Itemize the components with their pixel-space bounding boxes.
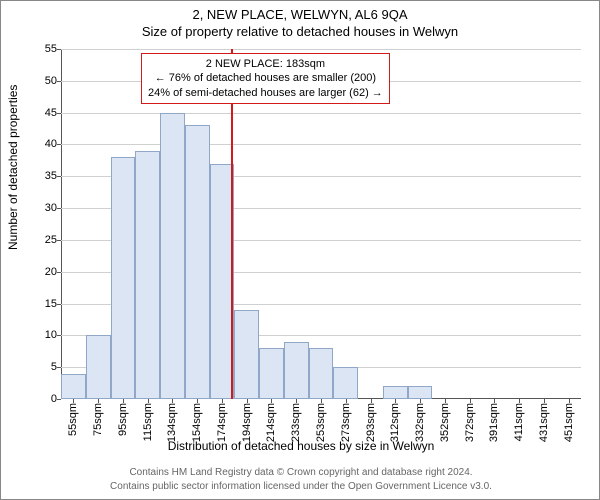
y-tick-mark [57, 208, 61, 209]
x-tick-label: 332sqm [414, 403, 426, 442]
info-line-larger: 24% of semi-detached houses are larger (… [148, 86, 383, 100]
histogram-bar [61, 374, 86, 399]
y-tick-label: 25 [29, 234, 57, 246]
x-tick-label: 115sqm [142, 403, 154, 441]
y-tick-label: 55 [29, 43, 57, 55]
histogram-bar [259, 348, 284, 399]
y-tick-label: 35 [29, 170, 57, 182]
histogram-bar [284, 342, 309, 399]
x-tick-label: 95sqm [117, 403, 129, 436]
y-tick-label: 15 [29, 298, 57, 310]
x-tick-label: 134sqm [166, 403, 178, 442]
x-tick-label: 273sqm [340, 403, 352, 442]
x-tick-label: 352sqm [439, 403, 451, 442]
histogram-bar [86, 335, 111, 399]
y-tick-mark [57, 335, 61, 336]
x-tick-label: 451sqm [563, 403, 575, 442]
x-tick-label: 55sqm [67, 403, 79, 436]
footer-attribution: Contains HM Land Registry data © Crown c… [1, 466, 600, 493]
histogram-bar [135, 151, 160, 399]
footer-line-2: Contains public sector information licen… [1, 480, 600, 494]
plot-area: 55sqm75sqm95sqm115sqm134sqm154sqm174sqm1… [61, 49, 581, 399]
x-tick-label: 194sqm [241, 403, 253, 442]
y-tick-mark [57, 113, 61, 114]
histogram-bar [111, 157, 136, 399]
chart-page: 2, NEW PLACE, WELWYN, AL6 9QA Size of pr… [0, 0, 600, 500]
y-tick-mark [57, 240, 61, 241]
x-tick-label: 411sqm [513, 403, 525, 441]
footer-line-1: Contains HM Land Registry data © Crown c… [1, 466, 600, 480]
gridline [61, 49, 581, 50]
x-tick-label: 293sqm [365, 403, 377, 442]
y-tick-mark [57, 49, 61, 50]
x-tick-label: 431sqm [538, 403, 550, 442]
y-tick-label: 0 [29, 393, 57, 405]
gridline [61, 113, 581, 114]
x-axis-title: Distribution of detached houses by size … [1, 439, 600, 453]
y-tick-label: 40 [29, 138, 57, 150]
x-tick-label: 253sqm [315, 403, 327, 442]
histogram-bar [408, 386, 433, 399]
page-title-address: 2, NEW PLACE, WELWYN, AL6 9QA [1, 7, 599, 22]
x-tick-label: 75sqm [92, 403, 104, 436]
y-tick-label: 50 [29, 75, 57, 87]
info-line-size: 2 NEW PLACE: 183sqm [148, 57, 383, 71]
gridline [61, 144, 581, 145]
x-tick-label: 391sqm [488, 403, 500, 442]
y-tick-mark [57, 176, 61, 177]
x-tick-label: 174sqm [216, 403, 228, 442]
y-tick-mark [57, 399, 61, 400]
x-tick-label: 214sqm [265, 403, 277, 442]
histogram-bar [383, 386, 408, 399]
histogram-bar [309, 348, 334, 399]
x-tick-label: 312sqm [389, 403, 401, 442]
histogram-bar [234, 310, 259, 399]
y-tick-mark [57, 272, 61, 273]
x-tick-label: 372sqm [464, 403, 476, 442]
marker-info-box: 2 NEW PLACE: 183sqm ← 76% of detached ho… [141, 53, 390, 104]
y-tick-mark [57, 367, 61, 368]
y-tick-mark [57, 81, 61, 82]
y-tick-label: 45 [29, 107, 57, 119]
histogram-bar [160, 113, 185, 399]
histogram-bar [333, 367, 358, 399]
y-tick-label: 5 [29, 361, 57, 373]
y-tick-label: 10 [29, 329, 57, 341]
y-tick-mark [57, 144, 61, 145]
y-tick-label: 30 [29, 202, 57, 214]
y-tick-label: 20 [29, 266, 57, 278]
histogram-bar [185, 125, 210, 399]
page-title-chart: Size of property relative to detached ho… [1, 24, 599, 39]
y-axis-line [61, 49, 62, 399]
y-tick-mark [57, 304, 61, 305]
y-axis-title: Number of detached properties [6, 85, 20, 250]
x-tick-label: 233sqm [290, 403, 302, 442]
x-tick-label: 154sqm [191, 403, 203, 442]
info-line-smaller: ← 76% of detached houses are smaller (20… [148, 71, 383, 85]
